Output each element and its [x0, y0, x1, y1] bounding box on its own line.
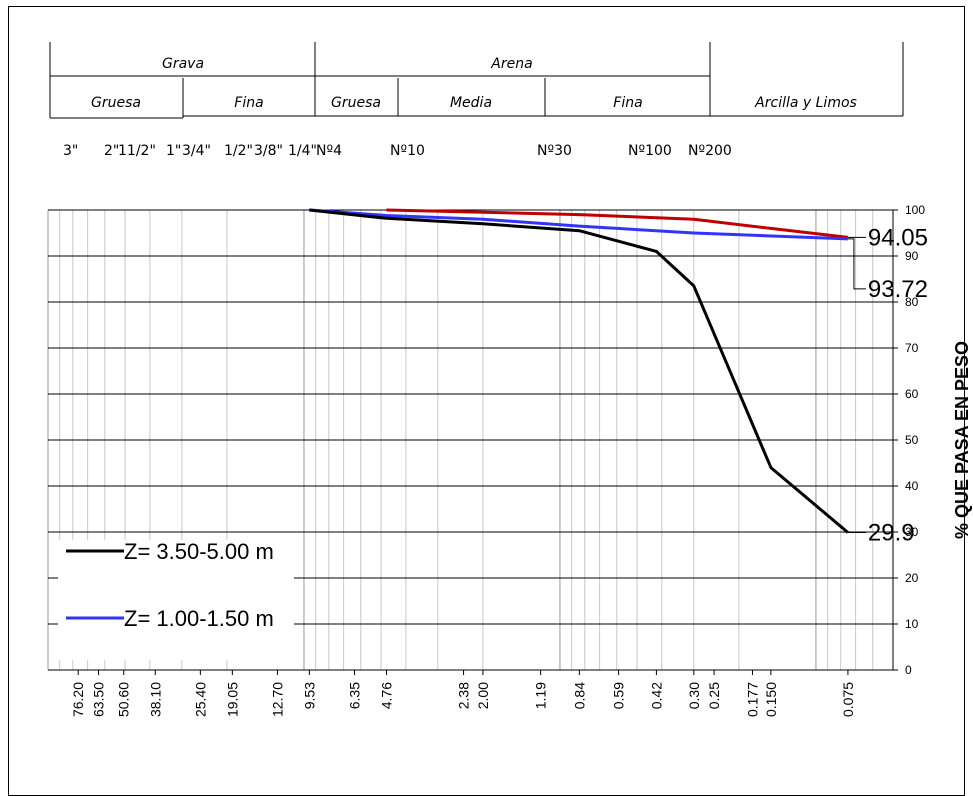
- x-tick-label: 2.00: [475, 682, 491, 709]
- x-tick-label: 0.30: [686, 682, 702, 709]
- y-tick-label: 80: [905, 295, 919, 309]
- x-tick-label: 1.19: [533, 682, 549, 709]
- x-tick-label: 63.50: [90, 682, 106, 717]
- x-tick-label: 0.25: [706, 682, 722, 709]
- sieve-label: 2": [104, 143, 119, 159]
- header-arena-gruesa: Gruesa: [331, 95, 381, 111]
- leader-line: [847, 238, 866, 290]
- x-tick-label: 0.42: [648, 682, 664, 709]
- sieve-label: 1": [166, 143, 181, 159]
- x-tick-label: 0.177: [744, 682, 760, 717]
- sieve-label: Nº4: [316, 143, 342, 159]
- sieve-label: 3": [63, 143, 78, 159]
- x-tick-label: 9.53: [301, 682, 317, 709]
- y-tick-label: 60: [905, 387, 919, 401]
- y-tick-label: 90: [905, 249, 919, 263]
- header-arena-media: Media: [450, 95, 492, 111]
- y-axis-ticks: 0 10 20 30 40 50 60 70 80 90 100: [892, 203, 925, 677]
- y-axis-title: % QUE PASA EN PESO: [952, 341, 972, 539]
- data-label: 29.9: [868, 519, 915, 546]
- x-tick-label: 19.05: [224, 682, 240, 717]
- sieve-label: Nº200: [688, 143, 732, 159]
- x-tick-label: 0.59: [611, 682, 627, 709]
- x-tick-label: 76.20: [70, 682, 86, 717]
- y-tick-label: 20: [905, 571, 919, 585]
- sieve-label: 1/2": [224, 143, 253, 159]
- x-tick-label: 38.10: [147, 682, 163, 717]
- series: [309, 208, 849, 534]
- header-grava-gruesa: Gruesa: [91, 95, 141, 111]
- legend-label: Z= 3.50-5.00 m: [124, 539, 274, 564]
- sieve-label: Nº100: [628, 143, 672, 159]
- legend-box: [58, 540, 294, 660]
- header-grava: Grava: [162, 56, 204, 72]
- legend-label: Z= 1.00-1.50 m: [124, 606, 274, 631]
- sieve-label: 11/2": [118, 143, 156, 159]
- data-label: 93.72: [868, 276, 928, 303]
- y-tick-label: 100: [905, 203, 925, 217]
- series-line: [309, 208, 849, 534]
- header-arena-fina: Fina: [613, 95, 642, 111]
- x-tick-label: 50.60: [116, 682, 132, 717]
- x-tick-label: 0.075: [840, 682, 856, 717]
- sieve-label: 3/8": [254, 143, 283, 159]
- x-tick-label: 0.84: [571, 682, 587, 709]
- sieve-label: Nº10: [390, 143, 425, 159]
- header-grava-fina: Fina: [234, 95, 263, 111]
- y-tick-label: 70: [905, 341, 919, 355]
- y-tick-label: 30: [905, 525, 919, 539]
- sieve-label: 3/4": [182, 143, 211, 159]
- header-arcilla-limos: Arcilla y Limos: [754, 95, 857, 111]
- y-tick-label: 50: [905, 433, 919, 447]
- x-tick-label: 0.150: [763, 682, 779, 717]
- annotations: 94.05 93.72 29.9: [847, 224, 928, 546]
- x-tick-label: 2.38: [456, 682, 472, 709]
- y-tick-label: 40: [905, 479, 919, 493]
- sieve-label: Nº30: [537, 143, 572, 159]
- x-tick-label: 6.35: [346, 682, 362, 709]
- soil-classification-header: [49, 42, 904, 119]
- series-line: [309, 208, 848, 241]
- data-label: 94.05: [868, 224, 928, 251]
- y-tick-label: 10: [905, 617, 919, 631]
- x-axis-ticks: 76.20 63.50 50.60 38.10 25.40 19.05 12.70 9.53 6…: [48, 669, 893, 717]
- legend: Z= 3.50-5.00 m Z= 1.00-1.50 m: [58, 539, 294, 660]
- sieve-label: 1/4": [288, 143, 317, 159]
- y-tick-label: 0: [905, 663, 912, 677]
- x-tick-label: 12.70: [269, 682, 285, 717]
- header-arena: Arena: [490, 56, 532, 72]
- x-tick-label: 25.40: [192, 682, 208, 717]
- series-line: [386, 208, 849, 239]
- sieve-labels: 3" 2" 11/2" 1" 3/4" 1/2" 3/8" 1/4" Nº4 N…: [63, 143, 732, 159]
- x-tick-label: 4.76: [379, 682, 395, 709]
